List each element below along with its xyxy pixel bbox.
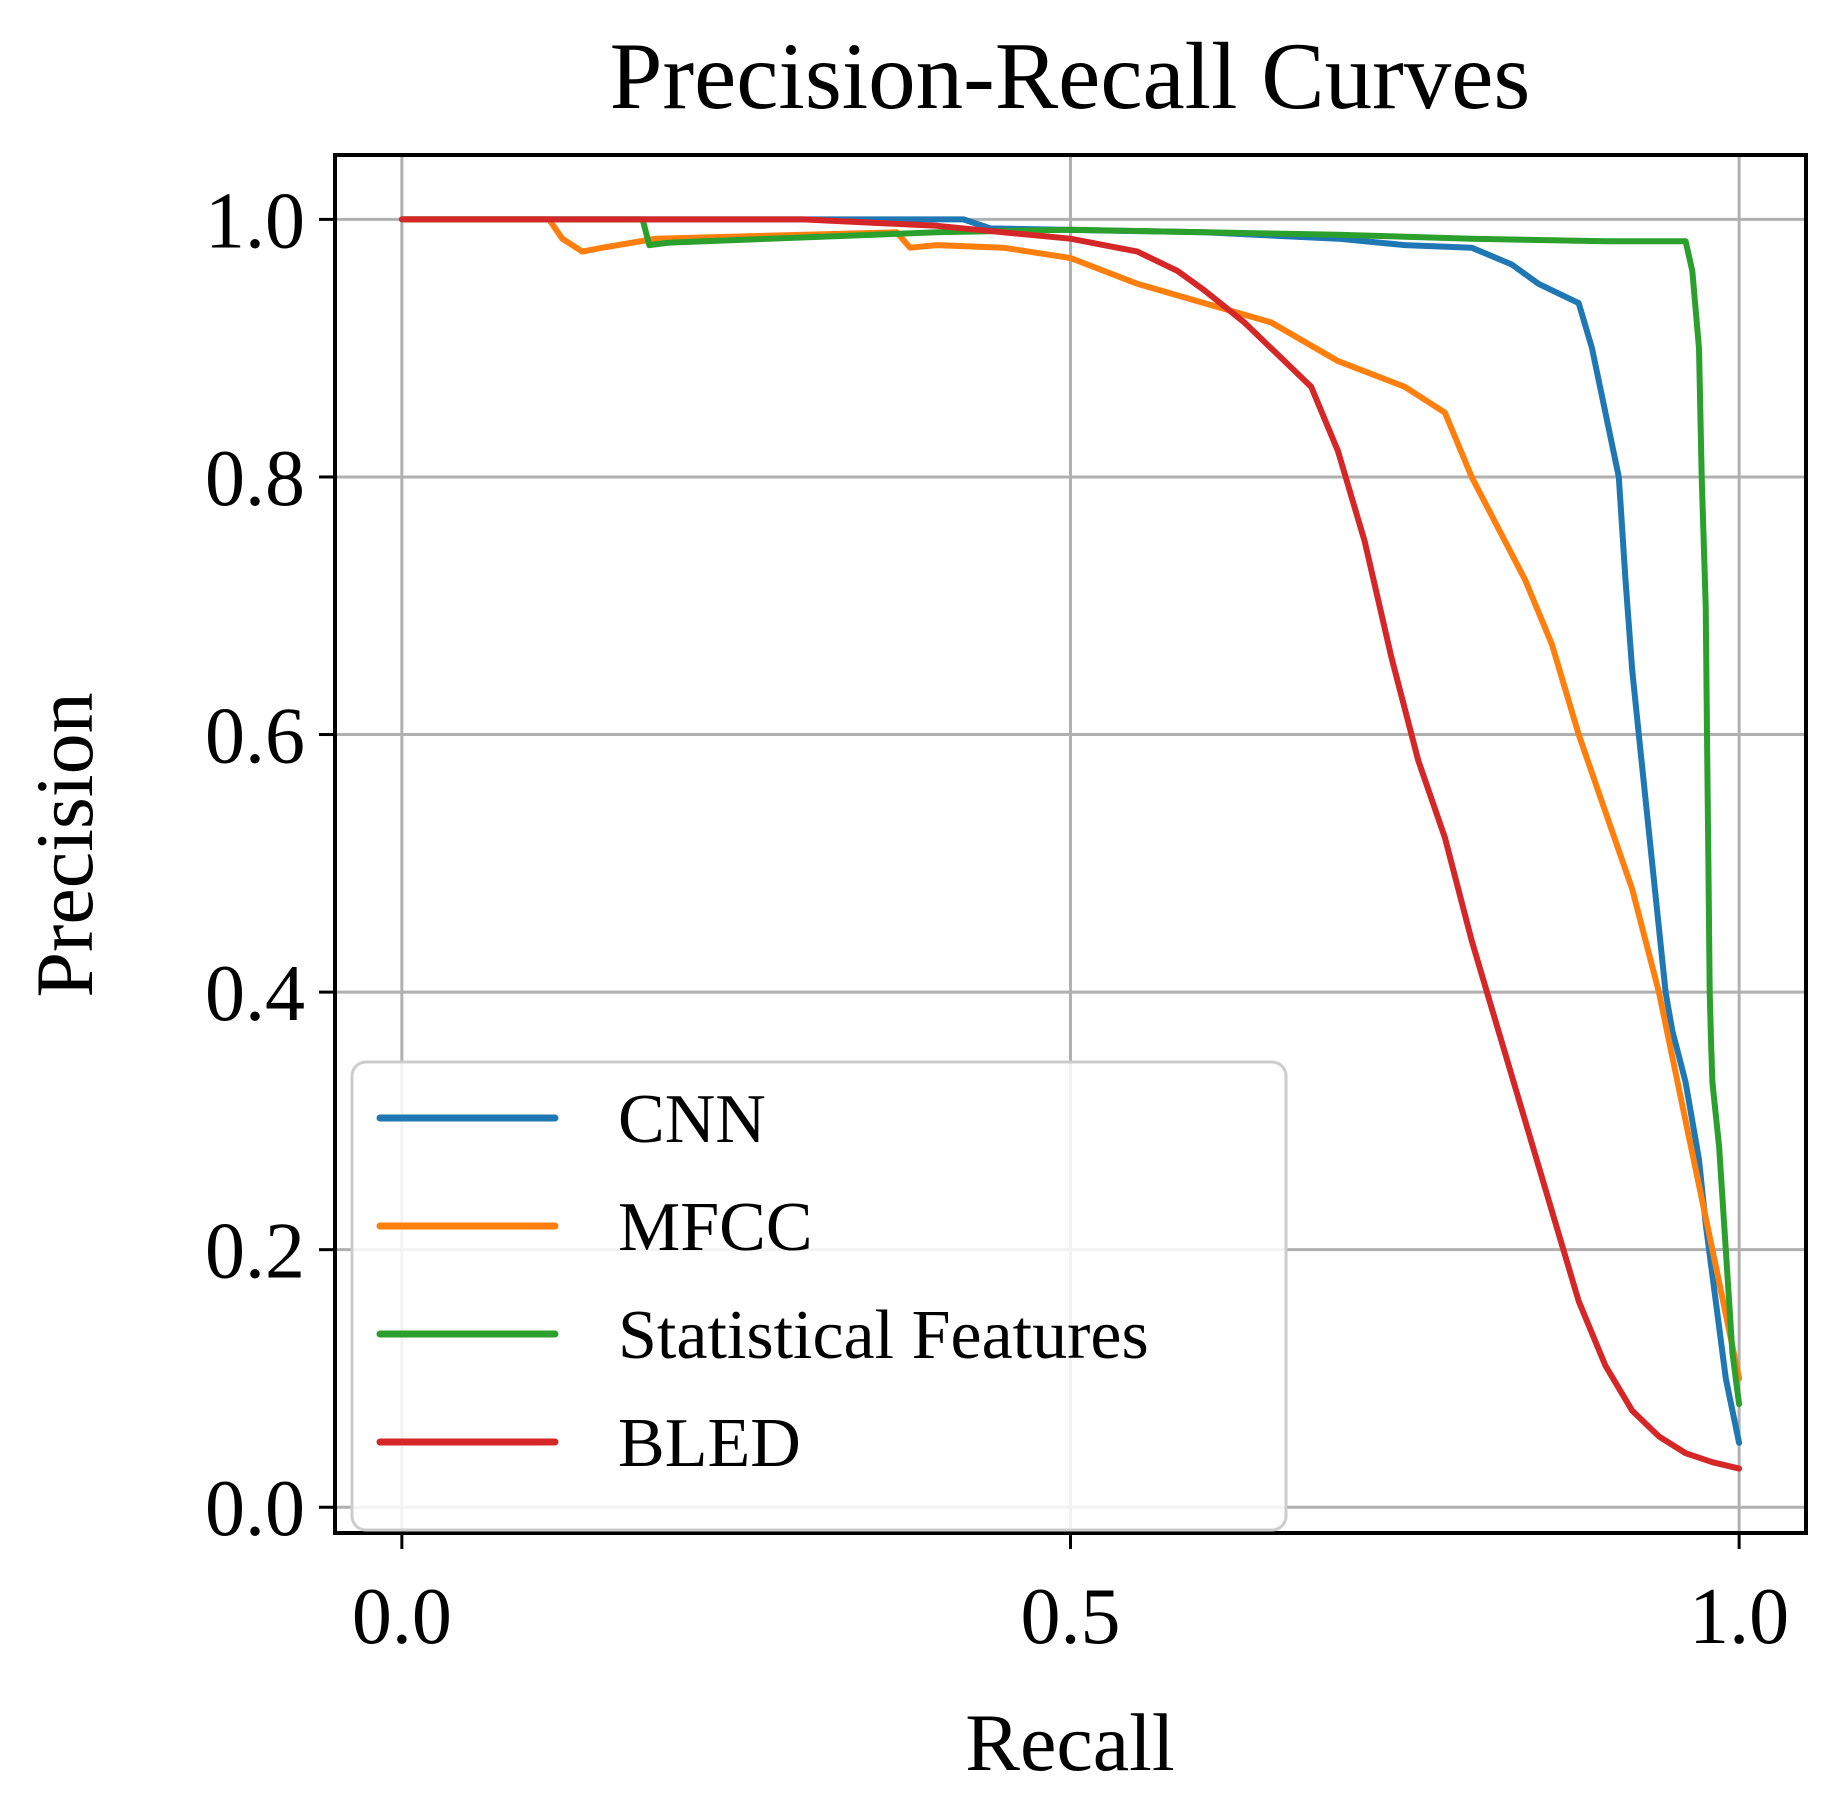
legend-label-mfcc: MFCC xyxy=(618,1189,813,1266)
y-tick-label: 0.8 xyxy=(205,435,305,523)
series-line-bled xyxy=(398,216,1743,1472)
x-tick-label: 0.0 xyxy=(352,1573,452,1661)
legend: CNN MFCC Statistical Features BLED xyxy=(350,1060,1288,1532)
y-tick-label: 0.6 xyxy=(205,693,305,781)
x-tick-label: 1.0 xyxy=(1689,1573,1789,1661)
y-tick-label: 0.2 xyxy=(205,1208,305,1296)
legend-label-bled: BLED xyxy=(618,1405,801,1482)
y-tick-label: 0.0 xyxy=(205,1465,305,1553)
legend-label-statistical-features: Statistical Features xyxy=(618,1297,1149,1374)
series-layer xyxy=(398,216,1743,1472)
x-tick-label: 0.5 xyxy=(1021,1573,1121,1661)
series-line-cnn xyxy=(398,216,1743,1446)
y-tick-label: 1.0 xyxy=(205,177,305,265)
x-axis-label: Recall xyxy=(965,1697,1174,1788)
series-line-statistical-features xyxy=(398,216,1743,1408)
y-tick-label: 0.4 xyxy=(205,950,305,1038)
y-axis-label: Precision xyxy=(19,692,110,997)
series-line-mfcc xyxy=(398,216,1743,1382)
legend-label-cnn: CNN xyxy=(618,1081,766,1158)
legend-box xyxy=(350,1060,1288,1532)
chart-title: Precision-Recall Curves xyxy=(610,23,1531,129)
ticks-layer: 0.0 0.5 1.0 0.0 0.2 0.4 0.6 0.8 1.0 xyxy=(205,177,1789,1661)
